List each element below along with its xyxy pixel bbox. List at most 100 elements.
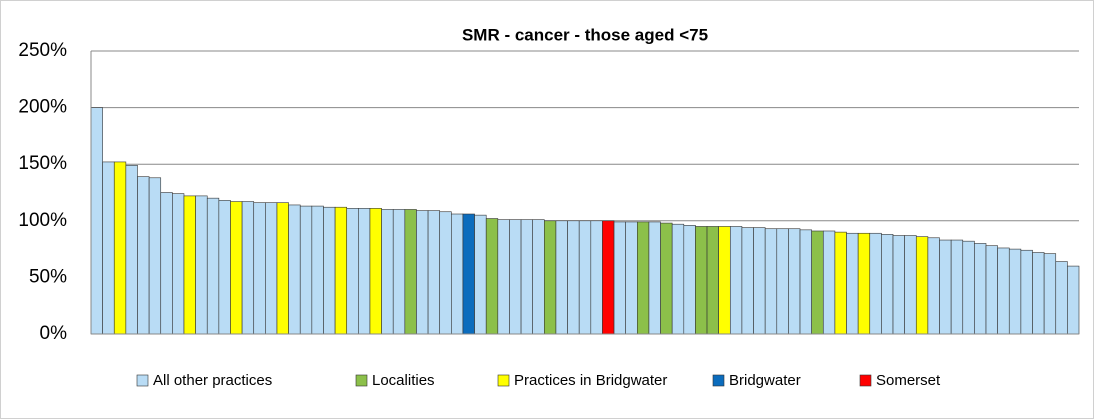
bar	[276, 202, 289, 335]
bar	[497, 219, 510, 335]
bar	[695, 226, 708, 335]
legend-label: Localities	[372, 372, 435, 389]
bar	[520, 219, 533, 335]
bar	[288, 204, 301, 335]
bar	[706, 226, 719, 335]
legend-swatch	[355, 374, 368, 387]
bar	[148, 177, 162, 335]
bar	[358, 208, 371, 335]
bar	[369, 208, 382, 335]
legend-label: All other practices	[153, 372, 272, 389]
bar	[741, 227, 754, 335]
bar	[265, 202, 278, 335]
bar	[881, 234, 894, 335]
bar	[602, 220, 615, 335]
y-tick-label: 150%	[18, 153, 67, 174]
bar	[102, 161, 115, 335]
bar	[660, 222, 673, 335]
bar	[206, 197, 220, 335]
legend-swatch	[497, 374, 510, 387]
bar	[439, 211, 452, 335]
bar	[323, 206, 336, 335]
bar	[729, 226, 743, 335]
bar	[451, 213, 464, 335]
bar	[532, 219, 545, 335]
bar	[90, 107, 103, 335]
bar	[392, 209, 406, 335]
y-tick-label: 250%	[18, 40, 67, 61]
bar	[753, 227, 766, 335]
y-tick-label: 0%	[40, 323, 68, 344]
bar	[125, 165, 138, 335]
bar	[811, 230, 824, 335]
bar	[509, 219, 522, 335]
legend-label: Practices in Bridgwater	[514, 372, 667, 389]
bar	[857, 232, 871, 335]
bar	[1043, 253, 1057, 335]
bar	[578, 220, 592, 335]
legend-swatch	[712, 374, 725, 387]
legend-swatch	[859, 374, 872, 387]
bar	[834, 231, 847, 335]
bar	[544, 220, 557, 335]
legend-swatch	[136, 374, 149, 387]
bar	[1067, 265, 1080, 335]
bar	[1032, 252, 1045, 335]
bar	[997, 247, 1010, 335]
bar	[404, 209, 417, 335]
bar	[427, 210, 441, 335]
bar	[485, 218, 499, 335]
bar	[985, 245, 998, 335]
bar	[718, 226, 731, 335]
bar	[416, 210, 429, 335]
bar	[637, 221, 650, 335]
legend-label: Bridgwater	[729, 372, 801, 389]
bar	[625, 221, 638, 335]
bar	[764, 228, 778, 335]
bar	[334, 206, 348, 335]
bar	[846, 232, 859, 335]
bar	[683, 225, 696, 335]
bar	[195, 195, 208, 335]
bar	[218, 200, 231, 335]
bar	[241, 201, 255, 335]
bar	[927, 237, 940, 335]
bar	[962, 240, 975, 335]
bar	[183, 195, 196, 335]
bar	[892, 235, 905, 335]
bar	[113, 161, 127, 335]
bar	[974, 243, 987, 335]
bar	[172, 193, 185, 335]
bar	[474, 214, 487, 335]
y-tick-label: 100%	[18, 210, 67, 231]
bar	[230, 201, 243, 335]
bar	[648, 221, 661, 335]
bar	[299, 205, 313, 335]
bar	[160, 192, 173, 335]
legend-label: Somerset	[876, 372, 941, 389]
bar	[555, 220, 568, 335]
bar	[904, 235, 917, 335]
bar	[567, 220, 580, 335]
bar	[822, 230, 836, 335]
y-tick-label: 50%	[29, 266, 67, 287]
bar	[776, 228, 789, 335]
bar	[1008, 248, 1022, 335]
chart-title: SMR - cancer - those aged <75	[462, 25, 708, 44]
y-tick-label: 200%	[18, 97, 67, 118]
bar	[137, 176, 150, 335]
bar	[1020, 249, 1033, 335]
bar	[671, 223, 685, 335]
bar	[788, 228, 801, 335]
bar	[939, 239, 952, 335]
bar	[915, 236, 929, 335]
bar	[590, 220, 603, 335]
bar	[1055, 261, 1068, 335]
bar	[869, 232, 882, 335]
bar	[311, 205, 324, 335]
bar	[462, 213, 475, 335]
bar	[613, 221, 626, 335]
bar	[799, 229, 812, 335]
bar	[253, 202, 266, 335]
